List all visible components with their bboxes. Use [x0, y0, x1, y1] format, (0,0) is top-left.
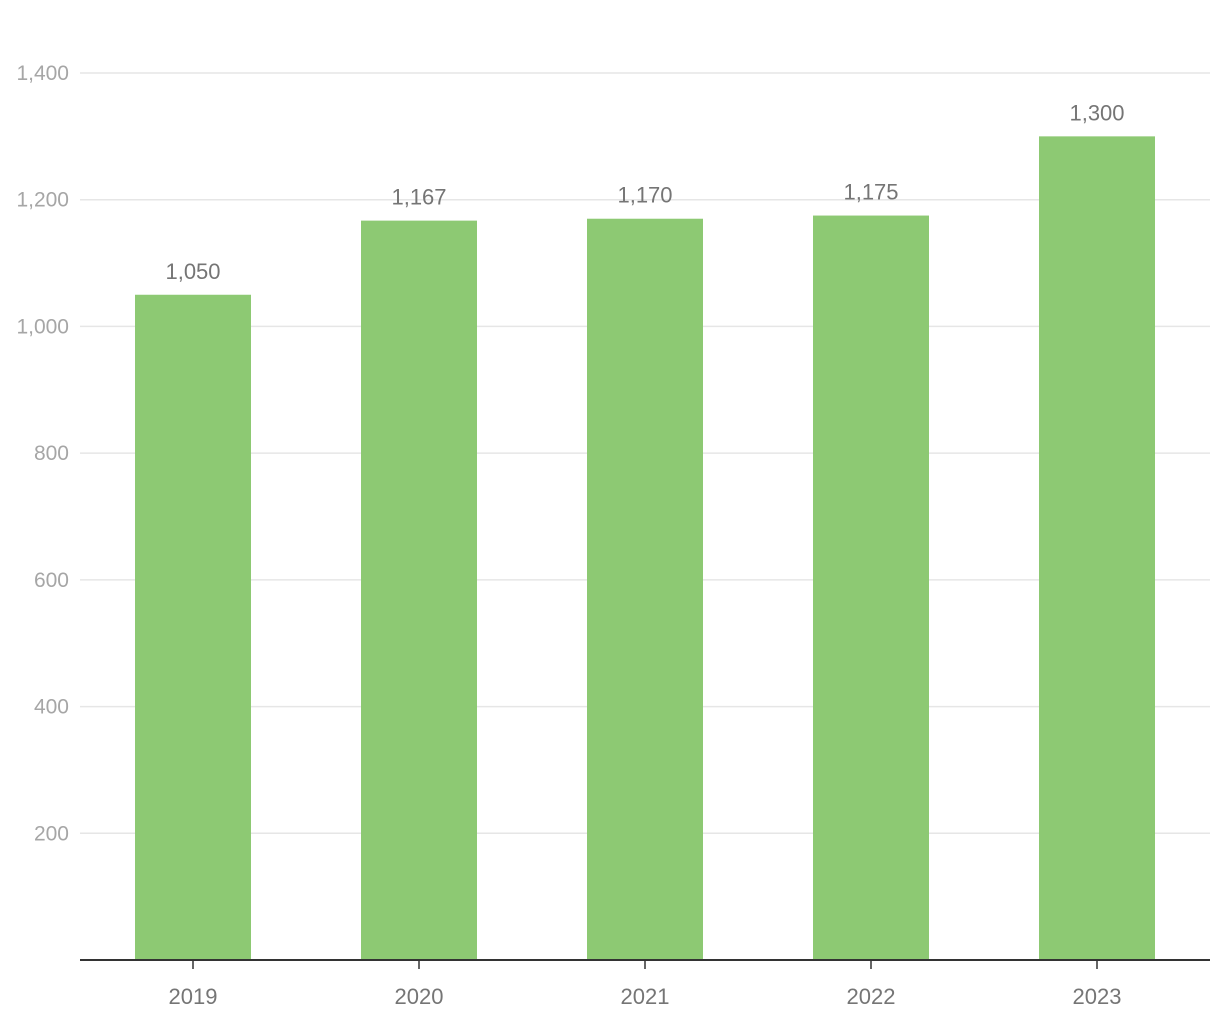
x-tick-label: 2022	[847, 984, 896, 1009]
y-tick-label: 400	[34, 696, 69, 719]
x-tick-label: 2020	[395, 984, 444, 1009]
x-tick-label: 2019	[169, 984, 218, 1009]
data-label: 1,170	[617, 183, 672, 208]
y-tick-label: 1,200	[16, 189, 69, 212]
y-tick-label: 800	[34, 442, 69, 465]
y-tick-label: 200	[34, 822, 69, 845]
data-label: 1,300	[1069, 100, 1124, 125]
y-tick-label: 600	[34, 569, 69, 592]
x-axis: 2019 2020 2021 2022 2023	[80, 959, 1210, 1009]
bar-2022[interactable]	[813, 215, 929, 960]
x-tick-label: 2023	[1073, 984, 1122, 1009]
bar-2019[interactable]	[135, 294, 251, 960]
y-axis: 200 400 600 800 1,000 1,200 1,400	[16, 62, 69, 845]
data-label: 1,050	[165, 259, 220, 284]
bar-2023[interactable]	[1039, 136, 1155, 960]
x-tick-label: 2021	[621, 984, 670, 1009]
bars	[135, 136, 1155, 961]
data-label: 1,175	[843, 180, 898, 205]
data-labels: 1,050 1,167 1,170 1,175 1,300	[165, 100, 1124, 283]
data-label: 1,167	[391, 185, 446, 210]
y-tick-label: 1,000	[16, 315, 69, 338]
bar-2021[interactable]	[587, 218, 703, 960]
bar-2020[interactable]	[361, 220, 477, 961]
y-tick-label: 1,400	[16, 62, 69, 85]
